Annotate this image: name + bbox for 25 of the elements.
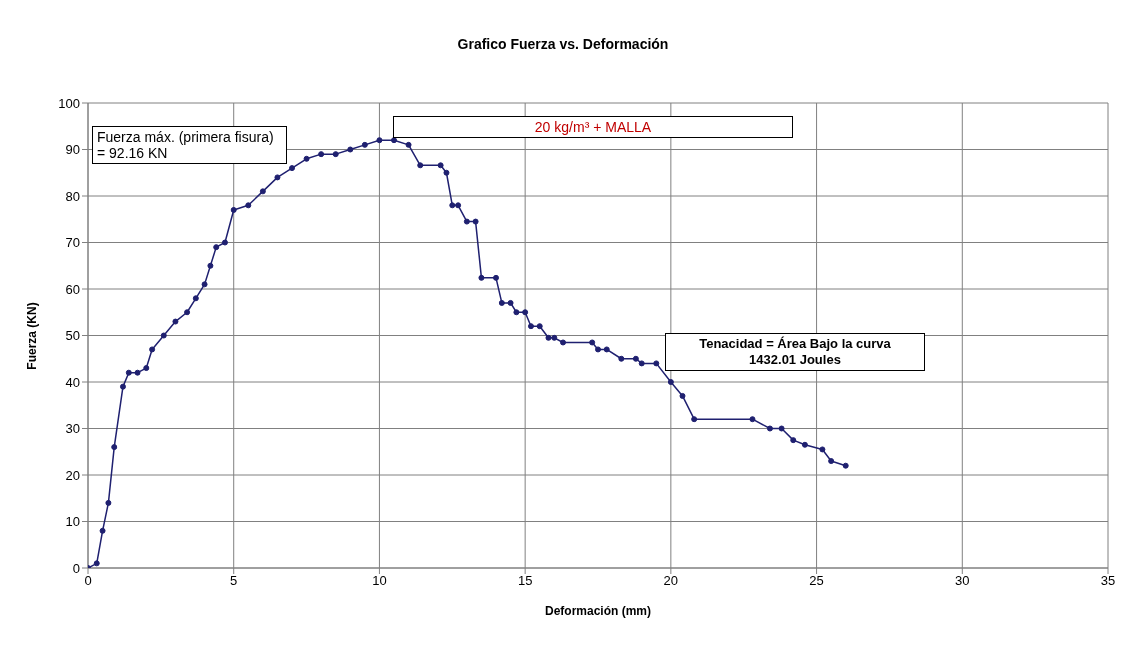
x-tick-label: 0 [84,573,92,589]
x-tick-label: 20 [663,573,679,589]
x-tick-label: 10 [372,573,387,589]
y-tick-label: 70 [65,235,80,251]
text-box: Fuerza máx. (primera fisura) = 92.16 KN [92,126,287,164]
y-tick-label: 60 [65,281,80,297]
x-tick-label: 15 [517,573,533,589]
x-tick-label: 35 [1100,573,1116,589]
x-tick-label: 5 [230,573,238,589]
y-tick-label: 90 [65,142,80,158]
text-box: Tenacidad = Área Bajo la curva 1432.01 Joules [665,333,925,371]
chart-title: Grafico Fuerza vs. Deformación [456,36,670,52]
y-tick-label: 20 [65,467,80,483]
text-box: 20 kg/m³ + MALLA [393,116,793,138]
y-axis-title: Fuerza (KN) [25,301,39,370]
y-tick-label: 10 [65,514,80,530]
x-axis-title: Deformación (mm) [544,604,652,618]
y-tick-label: 100 [58,95,80,111]
x-tick-label: 25 [809,573,824,589]
y-tick-label: 30 [65,421,80,437]
y-tick-label: 40 [65,374,80,390]
y-tick-label: 0 [72,560,80,576]
x-tick-label: 30 [955,573,970,589]
y-tick-label: 50 [65,328,80,344]
y-tick-label: 80 [65,188,80,204]
